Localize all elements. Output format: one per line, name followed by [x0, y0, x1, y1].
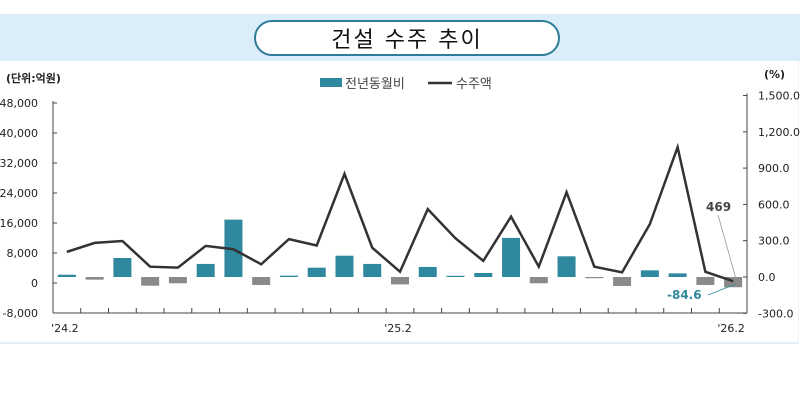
bar-'24.7 [196, 263, 215, 277]
left-tick-label: 0 [31, 277, 38, 290]
bar-'25.9 [585, 277, 604, 279]
chart-title: 건설 수주 추이 [254, 20, 560, 56]
bar-'24.12 [335, 255, 354, 277]
bar-'25.8 [557, 256, 576, 277]
right-tick-label: 0.0 [758, 271, 776, 284]
bar-'24.11 [307, 267, 326, 277]
left-tick-label: -8,000 [3, 307, 38, 320]
bar-'25.7 [529, 277, 548, 284]
chart-title-text: 건설 수주 추이 [331, 28, 483, 53]
chart-panel [0, 61, 799, 344]
x-tick-label: '24.2 [51, 322, 79, 335]
bar-'25.4 [446, 275, 465, 277]
left-tick-label: 40,000 [0, 127, 38, 140]
bar-'25.11 [640, 270, 659, 277]
annotation-yoy: -84.6 [667, 288, 702, 302]
order-amount-line [66, 142, 734, 283]
left-tick-label: 24,000 [0, 187, 38, 200]
left-unit-label: (단위:억원) [6, 71, 61, 85]
left-tick-label: 32,000 [0, 157, 38, 170]
right-tick-label: 300.0 [758, 235, 790, 248]
right-tick-label: 1,500.0 [758, 90, 800, 103]
bar-'24.3 [85, 277, 104, 280]
left-tick-label: 48,000 [0, 97, 38, 110]
bar-'25.12 [668, 273, 687, 277]
right-tick-label: 900.0 [758, 162, 790, 175]
bar-'24.4 [113, 258, 132, 277]
legend-line-label: 수주액 [456, 77, 492, 92]
legend: 전년동월비 수주액 [320, 77, 492, 92]
bar-'24.5 [141, 277, 160, 286]
legend-bar-label: 전년동월비 [345, 77, 405, 92]
bar-'25.3 [418, 266, 437, 277]
bar-'25.10 [613, 277, 632, 286]
bar-'26.2 [724, 277, 743, 288]
bar-'25.6 [502, 237, 521, 277]
bar-'24.10 [279, 275, 298, 277]
bar-'24.2 [57, 274, 76, 277]
bar-'24.9 [252, 277, 271, 285]
bar-'25.2 [391, 277, 409, 285]
right-tick-label: 600.0 [758, 198, 790, 211]
right-unit-label: (%) [764, 68, 785, 81]
bar-'25.5 [474, 273, 493, 277]
right-tick-label: -300.0 [758, 307, 793, 320]
bar-'24.6 [168, 277, 187, 284]
bar-'25.1 [363, 263, 382, 277]
right-tick-label: 1,200.0 [758, 126, 800, 139]
bar-'26.1 [696, 277, 715, 285]
left-tick-label: 8,000 [7, 247, 39, 260]
x-tick-label: '25.2 [384, 322, 412, 335]
annotation-leader [717, 214, 737, 280]
annotation-amount: 469 [706, 200, 731, 214]
annotation-leader [707, 283, 736, 296]
legend-bar-swatch [320, 78, 342, 87]
left-tick-label: 16,000 [0, 217, 38, 230]
x-tick-label: '26.2 [717, 322, 745, 335]
